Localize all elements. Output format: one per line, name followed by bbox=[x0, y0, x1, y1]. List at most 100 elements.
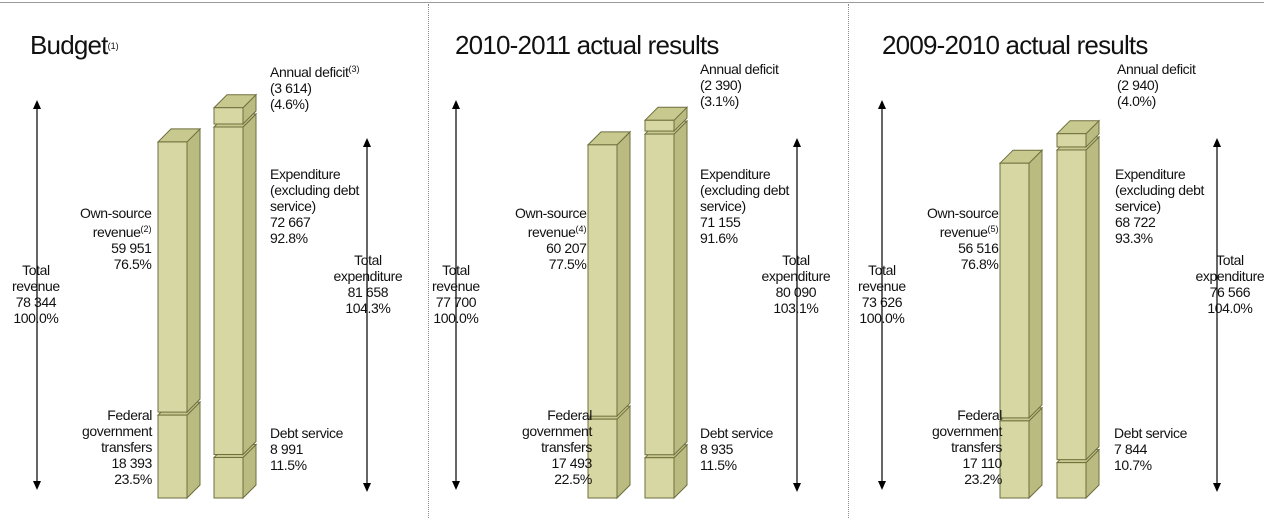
expenditure-label-line: Expenditure bbox=[270, 166, 341, 182]
own-source-label-note: (2) bbox=[140, 224, 152, 234]
federal-transfers-label-line: 18 393 bbox=[111, 455, 153, 471]
debt-service-label: Debt service 8 935 11.5% bbox=[700, 425, 773, 473]
expenditure-bar bbox=[213, 126, 244, 455]
total-expenditure-arrow-head-up bbox=[1213, 138, 1221, 147]
annual-deficit-label-note: (3) bbox=[348, 64, 360, 74]
federal-transfers-label-line: 23.2% bbox=[964, 471, 1002, 487]
debt-service-label-line: 7 844 bbox=[1114, 441, 1148, 457]
panel-title-note: (1) bbox=[107, 41, 119, 51]
annual-deficit-label-line: (4.6%) bbox=[270, 96, 309, 112]
federal-transfers-label-line: 17 110 bbox=[962, 455, 1003, 471]
expenditure-label-line: service) bbox=[700, 198, 746, 214]
expenditure-label-line: Expenditure bbox=[1115, 166, 1186, 182]
annual-deficit-label-line: (3 614) bbox=[270, 80, 312, 96]
total-revenue-label-line: 100.0% bbox=[433, 310, 479, 326]
expenditure-label-line: 71 155 bbox=[700, 214, 741, 230]
total-revenue-label: Total revenue 77 700 100.0% bbox=[432, 262, 480, 326]
federal-transfers-label: Federal government transfers 18 393 23.5% bbox=[82, 407, 152, 487]
annual-deficit-label-line: (4.0%) bbox=[1117, 93, 1156, 109]
own-source-label-note: (5) bbox=[987, 224, 999, 234]
total-revenue-label-line: 73 626 bbox=[861, 294, 903, 310]
total-expenditure-label: Total expenditure 81 658 104.3% bbox=[334, 252, 403, 316]
debt-service-bar bbox=[1056, 462, 1087, 499]
expenditure-label-line: 91.6% bbox=[700, 230, 738, 246]
panel-title: 2009-2010 actual results bbox=[882, 30, 1148, 60]
own-source-label-line: revenue(5) bbox=[939, 224, 999, 240]
federal-transfers-label-line: 17 493 bbox=[551, 455, 593, 471]
total-expenditure-label: Total expenditure 80 090 103.1% bbox=[762, 252, 831, 316]
own-source-label-line: 76.5% bbox=[113, 256, 152, 272]
annual-deficit-label: Annual deficit (2 940) (4.0%) bbox=[1117, 61, 1196, 109]
total-revenue-label-line: Total bbox=[22, 262, 50, 278]
total-revenue-label-line: revenue bbox=[432, 278, 480, 294]
expenditure-label: Expenditure (excluding debt service) 72 667… bbox=[270, 166, 359, 246]
annual-deficit-bar bbox=[1056, 133, 1087, 148]
total-expenditure-label-line: 80 090 bbox=[775, 284, 817, 300]
debt-service-bar bbox=[644, 457, 675, 499]
own-source-label-line: 56 516 bbox=[958, 240, 999, 256]
total-revenue-label-line: revenue bbox=[12, 278, 60, 294]
total-revenue-label: Total revenue 78 344 100.0% bbox=[12, 262, 60, 326]
total-expenditure-label-line: 104.3% bbox=[345, 300, 391, 316]
total-expenditure-arrow-head-up bbox=[793, 138, 801, 147]
own-source-revenue-bar-side bbox=[616, 130, 631, 418]
federal-transfers-bar bbox=[157, 414, 188, 499]
own-source-revenue-bar bbox=[587, 144, 618, 417]
annual-deficit-label-line: Annual deficit(3) bbox=[270, 64, 360, 80]
expenditure-label-line: service) bbox=[1115, 198, 1161, 214]
expenditure-label-line: 92.8% bbox=[270, 230, 308, 246]
total-revenue-label-line: 77 700 bbox=[435, 294, 477, 310]
own-source-label-line: 60 207 bbox=[546, 240, 587, 256]
federal-transfers-label-line: 22.5% bbox=[554, 471, 592, 487]
expenditure-bar-side bbox=[1085, 135, 1100, 461]
federal-transfers-bar-side bbox=[1028, 406, 1043, 500]
own-source-revenue-bar-side bbox=[186, 127, 201, 414]
debt-service-label-line: Debt service bbox=[270, 425, 344, 441]
expenditure-label-line: 72 667 bbox=[270, 214, 311, 230]
total-expenditure-label-line: 76 566 bbox=[1209, 284, 1251, 300]
annual-deficit-label-line: (3.1%) bbox=[700, 93, 739, 109]
federal-transfers-label-line: government bbox=[522, 423, 592, 439]
debt-service-label-line: 10.7% bbox=[1114, 457, 1152, 473]
own-source-label: Own-source revenue(2) 59 951 76.5% bbox=[80, 205, 152, 272]
federal-transfers-label-line: Federal bbox=[107, 407, 152, 423]
own-source-label-line: 59 951 bbox=[111, 240, 152, 256]
own-source-label-line: 76.8% bbox=[960, 256, 999, 272]
federal-transfers-label: Federal government transfers 17 110 23.2% bbox=[932, 407, 1002, 487]
total-revenue-label-line: Total bbox=[868, 262, 896, 278]
expenditure-label-line: 68 722 bbox=[1115, 214, 1156, 230]
expenditure-label-line: 93.3% bbox=[1115, 230, 1153, 246]
expenditure-bar-side bbox=[242, 112, 257, 456]
expenditure-label-line: service) bbox=[270, 198, 316, 214]
federal-transfers-label-line: government bbox=[82, 423, 152, 439]
own-source-label-line: Own-source bbox=[515, 205, 587, 221]
annual-deficit-label-line: (2 940) bbox=[1117, 77, 1159, 93]
debt-service-label-line: 11.5% bbox=[700, 457, 737, 473]
total-expenditure-label-line: Total bbox=[782, 252, 810, 268]
panel-divider-2 bbox=[848, 4, 849, 518]
total-revenue-arrow-head-up bbox=[33, 100, 41, 109]
federal-transfers-label-line: Federal bbox=[547, 407, 592, 423]
annual-deficit-label-line: (2 390) bbox=[700, 77, 742, 93]
total-revenue-label-line: revenue bbox=[858, 278, 906, 294]
debt-service-label-line: 8 935 bbox=[700, 441, 734, 457]
total-expenditure-label: Total expenditure 76 566 104.0% bbox=[1196, 252, 1264, 316]
panel-title: Budget(1) bbox=[30, 30, 119, 60]
total-revenue-arrow-head-up bbox=[878, 100, 886, 109]
debt-service-label-line: 11.5% bbox=[270, 457, 307, 473]
own-source-label-line: revenue(4) bbox=[527, 224, 587, 240]
expenditure-bar-side bbox=[673, 119, 688, 456]
panel-title: 2010-2011 actual results bbox=[455, 30, 719, 60]
top-rule bbox=[0, 2, 1264, 3]
total-revenue-label-line: Total bbox=[442, 262, 470, 278]
annual-deficit-label: Annual deficit (2 390) (3.1%) bbox=[700, 61, 779, 109]
total-expenditure-arrow-head-up bbox=[363, 138, 371, 147]
expenditure-label-line: (excluding debt bbox=[1115, 182, 1204, 198]
total-expenditure-arrow-head-down bbox=[363, 483, 371, 492]
total-revenue-label: Total revenue 73 626 100.0% bbox=[858, 262, 906, 326]
total-expenditure-label-line: Total bbox=[354, 252, 382, 268]
debt-service-bar bbox=[213, 456, 244, 499]
annual-deficit-label: Annual deficit(3) (3 614) (4.6%) bbox=[270, 61, 359, 112]
federal-transfers-bar bbox=[999, 420, 1030, 499]
